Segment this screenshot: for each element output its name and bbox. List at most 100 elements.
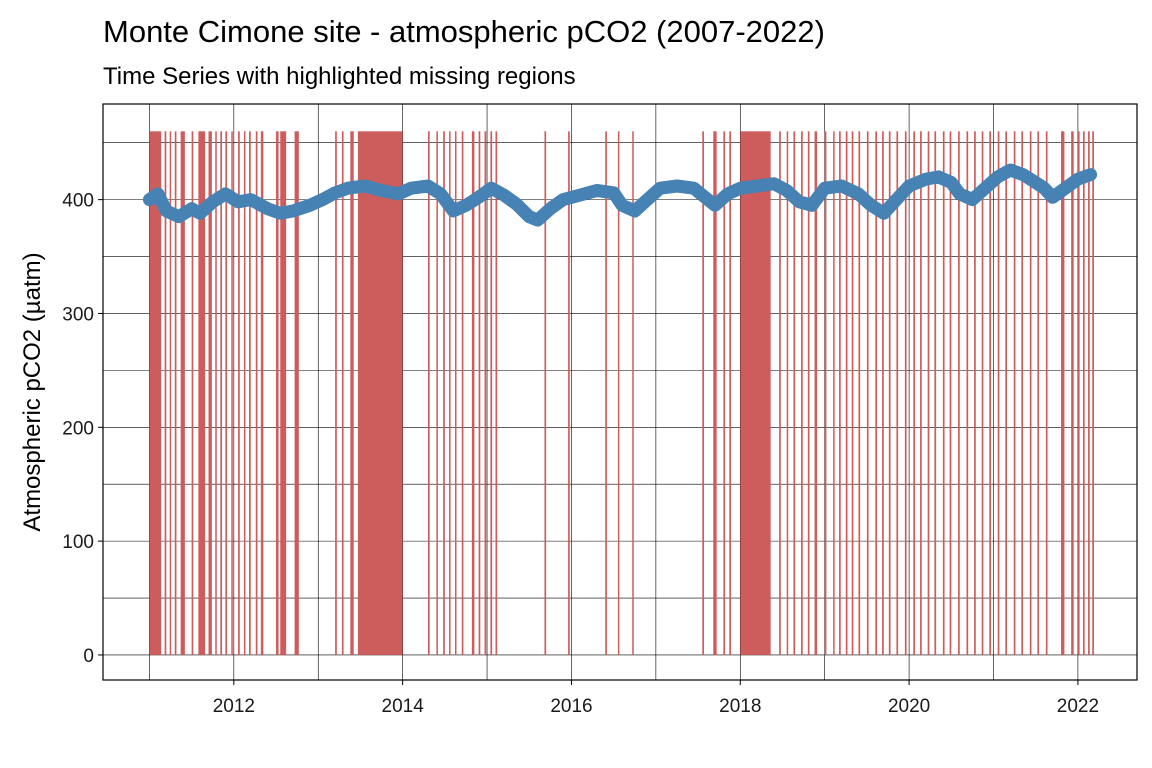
data-point [1071,173,1084,186]
data-point [194,207,207,220]
data-point [687,182,700,195]
data-point [510,198,523,211]
missing-region [920,131,922,655]
missing-region [851,131,854,655]
missing-region [1082,131,1085,655]
missing-region [875,131,878,655]
missing-region [786,131,789,655]
missing-region [454,131,457,655]
x-tick-label: 2020 [888,696,930,717]
x-tick-label: 2012 [213,696,255,717]
missing-region [350,131,354,655]
data-point [143,193,156,206]
data-point [607,186,620,199]
data-point [1046,191,1059,204]
data-point [531,214,544,227]
missing-region [260,131,264,655]
missing-region [807,131,810,655]
missing-region [605,131,607,655]
missing-region [942,131,945,655]
y-tick-label: 0 [83,646,94,667]
data-point [1004,164,1017,177]
missing-region [1088,131,1090,655]
data-point [219,187,232,200]
missing-region [357,131,403,655]
missing-region [1029,131,1032,655]
data-point [932,170,945,183]
data-point [1059,182,1072,195]
missing-region [198,131,206,655]
data-point [721,187,734,200]
data-point [497,189,510,202]
missing-regions [149,131,1094,655]
missing-region [913,131,916,655]
missing-region [1005,131,1008,655]
missing-region [149,131,162,655]
x-tick-label: 2014 [382,696,425,717]
missing-region [949,131,952,655]
missing-region [814,131,818,655]
data-point [358,179,371,192]
data-point [708,199,721,212]
data-point [573,189,586,202]
missing-region [882,131,884,655]
missing-region [255,131,258,655]
data-point [172,210,185,223]
missing-region [215,131,217,655]
data-point [835,179,848,192]
missing-region [1092,131,1094,655]
missing-region [164,131,167,655]
data-point [232,195,245,208]
missing-region [824,131,827,655]
data-point [544,202,557,215]
missing-region [461,131,464,655]
data-point [877,207,890,220]
missing-region [1045,131,1048,655]
data-point [865,199,878,212]
data-point [244,193,257,206]
missing-region [958,131,960,655]
missing-region [632,131,634,655]
data-point [303,199,316,212]
data-point [953,187,966,200]
missing-region [858,131,861,655]
missing-region [1071,131,1074,655]
chart-title: Monte Cimone site - atmospheric pCO2 (20… [103,14,825,49]
x-tick-label: 2016 [550,696,592,717]
data-point [654,182,667,195]
missing-region [276,131,279,655]
missing-region [974,131,976,655]
series-layer [142,163,1098,227]
data-point [160,205,173,218]
data-point [991,170,1004,183]
missing-region [1077,131,1080,655]
data-point [734,182,747,195]
missing-region [723,131,726,655]
missing-region [495,131,498,655]
missing-region [927,131,930,655]
missing-region [934,131,937,655]
data-point [1029,176,1042,189]
missing-region [833,131,835,655]
data-point [1084,168,1097,181]
missing-region [490,131,493,655]
data-point [392,187,405,200]
y-axis: 0 100 200 300 400 [62,191,103,667]
data-point [616,199,629,212]
missing-region [449,131,451,655]
missing-region [341,131,344,655]
data-point [628,205,641,218]
missing-region [1061,131,1065,655]
data-point [447,205,460,218]
missing-region [225,131,228,655]
missing-region [231,131,233,655]
missing-region [702,131,704,655]
missing-region [981,131,984,655]
missing-region [1021,131,1024,655]
data-point [890,193,903,206]
data-point [751,179,764,192]
data-point [421,179,434,192]
data-point [375,184,388,197]
missing-region [544,131,547,655]
